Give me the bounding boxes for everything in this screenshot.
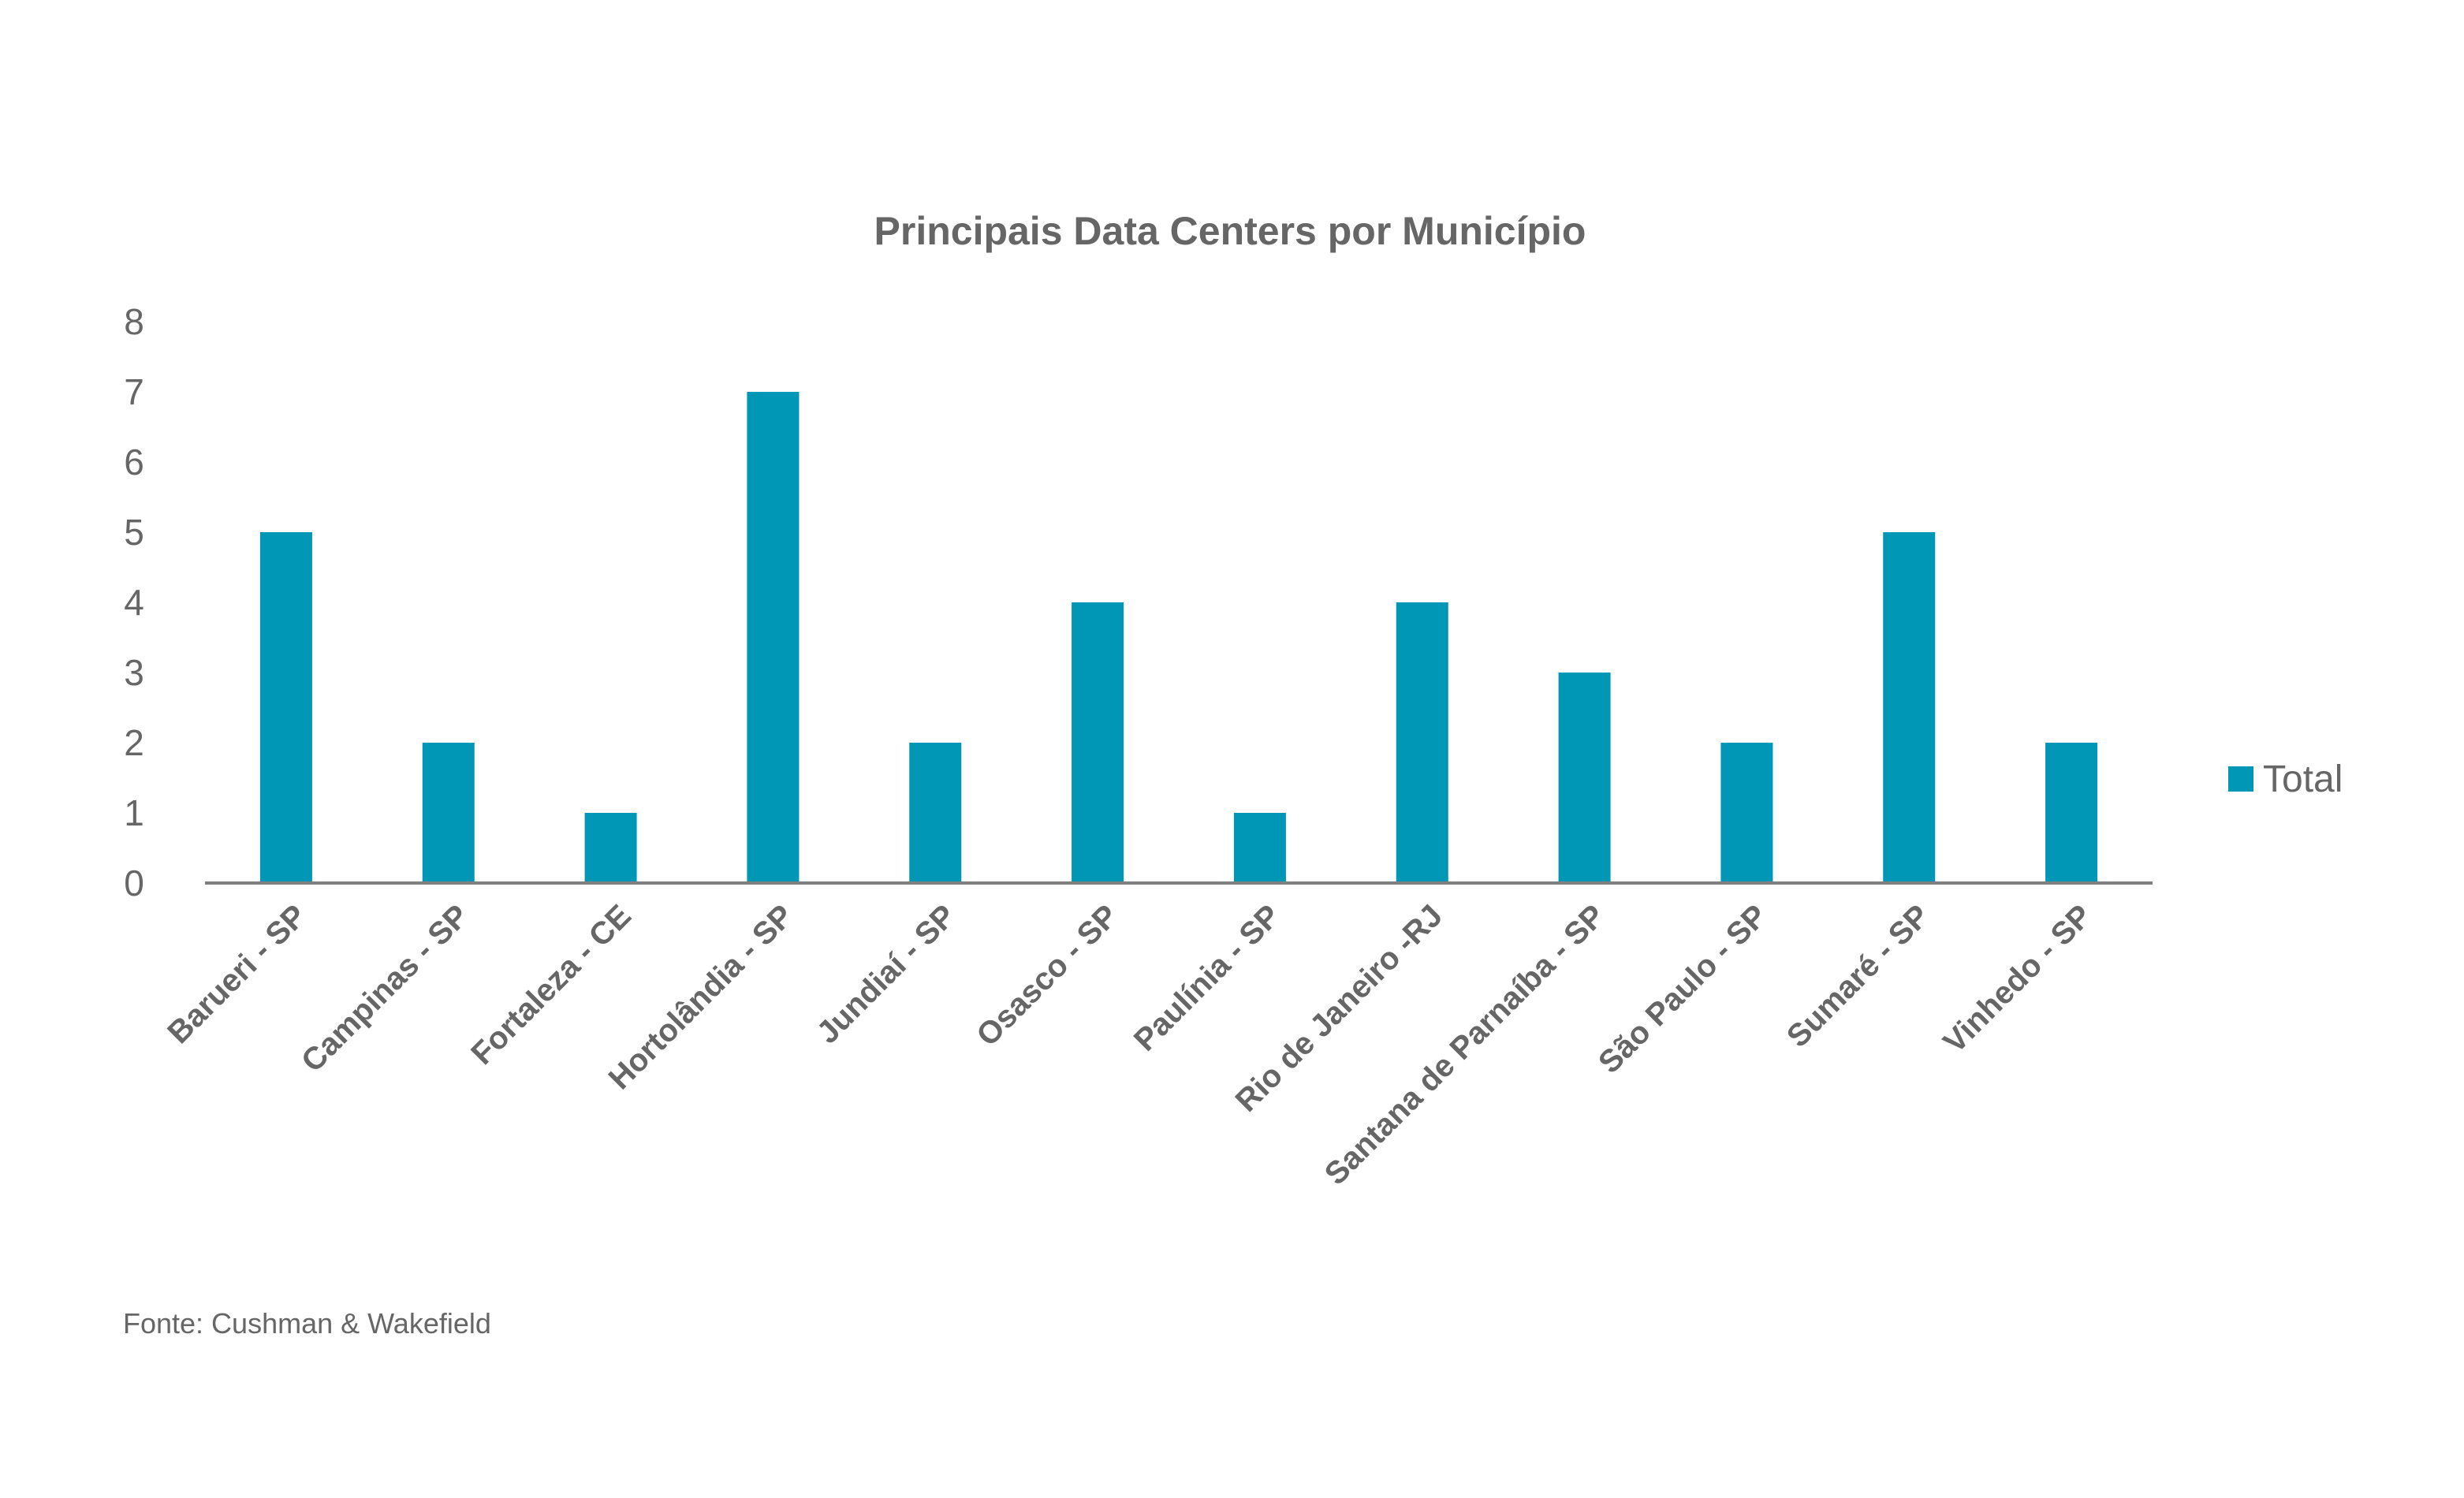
x-tick-label: Jundiaí - SP: [811, 898, 963, 1050]
x-tick-label: Santana de Parnaíba - SP: [1318, 898, 1612, 1191]
bar: [1720, 743, 1773, 883]
y-tick-label: 7: [124, 371, 144, 412]
y-tick-label: 0: [124, 863, 144, 904]
y-tick-label: 1: [124, 792, 144, 833]
bar: [1396, 602, 1448, 883]
legend-swatch: [2228, 766, 2253, 792]
y-tick-label: 3: [124, 652, 144, 693]
x-tick-label: Barueri - SP: [161, 898, 313, 1050]
y-tick-label: 8: [124, 301, 144, 342]
bar: [909, 743, 962, 883]
bar: [1233, 813, 1286, 883]
y-axis-ticks: 0 1 2 3 4 5 6 7 8: [124, 301, 144, 904]
x-tick-label: Osasco - SP: [970, 898, 1124, 1053]
bar: [747, 392, 800, 883]
x-tick-label: Vinhedo - SP: [1937, 898, 2098, 1060]
chart-title: Principais Data Centers por Município: [874, 209, 1586, 253]
bar: [2045, 743, 2098, 883]
bar: [422, 743, 475, 883]
y-tick-label: 5: [124, 512, 144, 553]
y-tick-label: 2: [124, 722, 144, 763]
x-tick-label: Campinas - SP: [295, 898, 475, 1079]
x-tick-label: São Paulo - SP: [1592, 898, 1774, 1080]
bar: [584, 813, 637, 883]
x-tick-label: Paulínia - SP: [1128, 898, 1287, 1057]
source-note: Fonte: Cushman & Wakefield: [123, 1307, 491, 1340]
legend-label-total: Total: [2263, 758, 2343, 800]
y-tick-label: 4: [124, 582, 144, 623]
x-tick-label: Sumaré - SP: [1780, 898, 1937, 1054]
bar: [259, 532, 312, 883]
x-tick-label: Fortaleza - CE: [464, 898, 638, 1071]
bar: [1072, 602, 1124, 883]
bar: [1558, 673, 1611, 883]
y-tick-label: 6: [124, 442, 144, 483]
bar: [1883, 532, 1936, 883]
bars: [259, 392, 2098, 883]
legend: Total: [2228, 758, 2343, 800]
